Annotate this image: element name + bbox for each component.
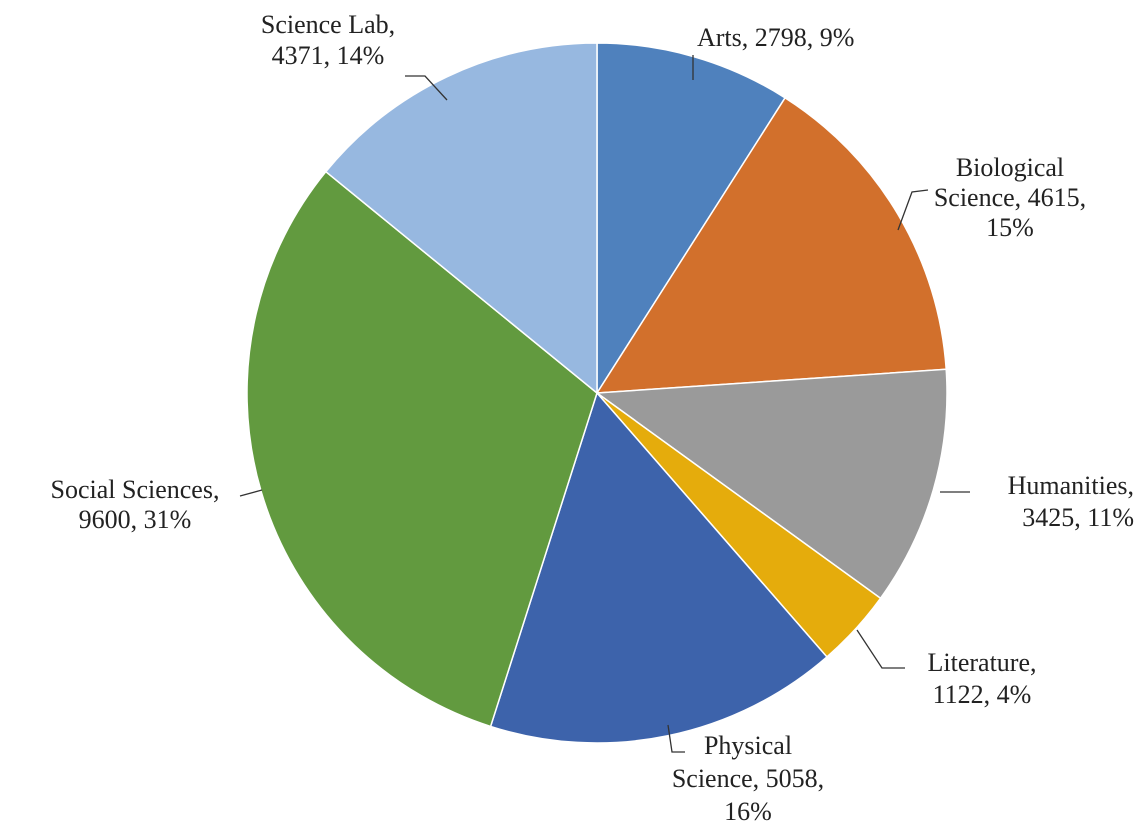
data-label-line: 16% (724, 797, 772, 826)
data-label-line: Biological (956, 153, 1064, 182)
data-label-line: Arts, 2798, 9% (697, 23, 854, 52)
data-label: Literature, 1122, 4% (928, 648, 1037, 709)
pie-slice (595, 96, 947, 394)
pie-slice (324, 42, 598, 395)
data-label: Arts, 2798, 9% (697, 23, 854, 52)
data-label-line: Social Sciences, (51, 475, 220, 504)
data-label: Science Lab, 4371, 14% (261, 10, 395, 70)
data-label-line: Literature, (928, 648, 1037, 677)
data-label-line: Humanities, (1008, 471, 1134, 500)
leader-line (405, 75, 448, 101)
data-label-line: Science Lab, (261, 10, 395, 39)
pie-slice (489, 391, 828, 744)
data-label-line: 3425, 11% (1022, 503, 1134, 532)
leader-line (239, 489, 263, 497)
pie-slice (594, 368, 948, 600)
leader-line (897, 189, 929, 231)
data-label-line: Science, 5058, (672, 764, 824, 793)
data-label-line: 15% (986, 213, 1034, 242)
data-label: Humanities, 3425, 11% (1008, 471, 1134, 532)
pie-slice (246, 170, 598, 728)
data-label: Physical Science, 5058, 16% (672, 731, 824, 826)
data-label-line: Science, 4615, (934, 183, 1086, 212)
data-label-line: 1122, 4% (933, 680, 1032, 709)
data-label-line: 9600, 31% (79, 505, 192, 534)
data-label: Biological Science, 4615, 15% (934, 153, 1086, 242)
data-label: Social Sciences, 9600, 31% (51, 475, 220, 534)
pie-slice (596, 42, 787, 396)
data-label-line: Physical (704, 731, 792, 760)
leader-line (667, 724, 685, 753)
data-label-line: 4371, 14% (272, 41, 385, 70)
leader-line (856, 629, 905, 669)
